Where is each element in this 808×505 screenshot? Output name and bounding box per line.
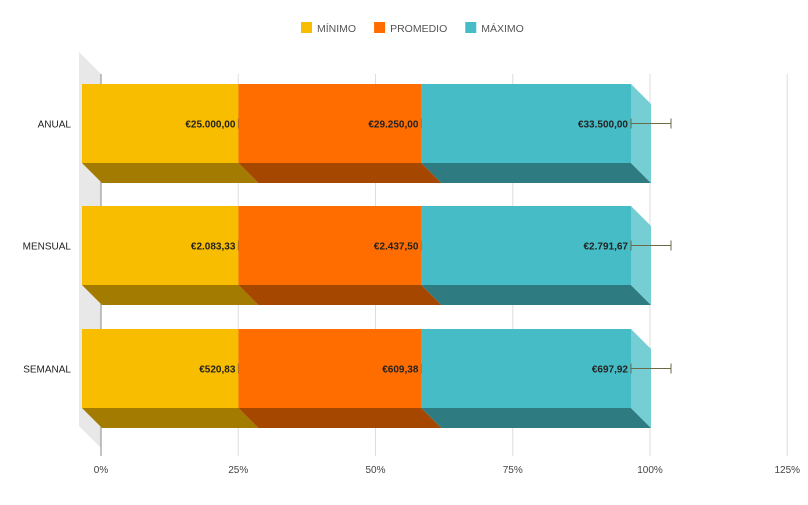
data-label: €25.000,00 bbox=[185, 120, 235, 131]
data-label: €33.500,00 bbox=[578, 120, 628, 131]
bar-bottom-face bbox=[238, 285, 442, 305]
bar-minimo bbox=[82, 329, 239, 408]
bar-side-face bbox=[631, 329, 651, 428]
x-tick-label: 75% bbox=[503, 465, 523, 476]
bar-bottom-face bbox=[421, 408, 651, 428]
bar-side-face bbox=[631, 84, 651, 183]
x-tick-label: 0% bbox=[94, 465, 109, 476]
bar-bottom-face bbox=[421, 163, 651, 183]
data-label: €520,83 bbox=[199, 365, 236, 376]
bar-side-face bbox=[631, 206, 651, 305]
bar-promedio bbox=[238, 84, 422, 163]
category-label: ANUAL bbox=[38, 120, 72, 131]
legend-label: MÍNIMO bbox=[317, 22, 356, 35]
legend-swatch bbox=[301, 22, 312, 33]
bar-minimo bbox=[82, 84, 239, 163]
data-label: €2.791,67 bbox=[584, 242, 629, 253]
legend-label: MÁXIMO bbox=[481, 22, 524, 35]
bar-bottom-face bbox=[82, 285, 259, 305]
bar-bottom-face bbox=[82, 163, 259, 183]
x-tick-label: 125% bbox=[774, 465, 800, 476]
x-tick-label: 100% bbox=[637, 465, 663, 476]
category-label: MENSUAL bbox=[23, 242, 72, 253]
x-tick-label: 50% bbox=[365, 465, 385, 476]
bar-bottom-face bbox=[238, 163, 442, 183]
x-tick-label: 25% bbox=[228, 465, 248, 476]
legend-swatch bbox=[374, 22, 386, 33]
bar-bottom-face bbox=[421, 285, 651, 305]
bar-promedio bbox=[238, 329, 422, 408]
data-label: €697,92 bbox=[592, 365, 629, 376]
bar-bottom-face bbox=[238, 408, 442, 428]
data-label: €609,38 bbox=[382, 365, 419, 376]
bar-maximo bbox=[421, 329, 631, 408]
legend-label: PROMEDIO bbox=[390, 23, 447, 35]
bar-bottom-face bbox=[82, 408, 259, 428]
bar-minimo bbox=[82, 206, 239, 285]
bar-maximo bbox=[421, 206, 631, 285]
data-label: €29.250,00 bbox=[368, 120, 418, 131]
legend-swatch bbox=[465, 22, 477, 33]
data-label: €2.083,33 bbox=[191, 242, 236, 253]
data-label: €2.437,50 bbox=[374, 242, 419, 253]
category-label: SEMANAL bbox=[23, 365, 71, 376]
bar-promedio bbox=[238, 206, 422, 285]
bar-maximo bbox=[421, 84, 631, 163]
